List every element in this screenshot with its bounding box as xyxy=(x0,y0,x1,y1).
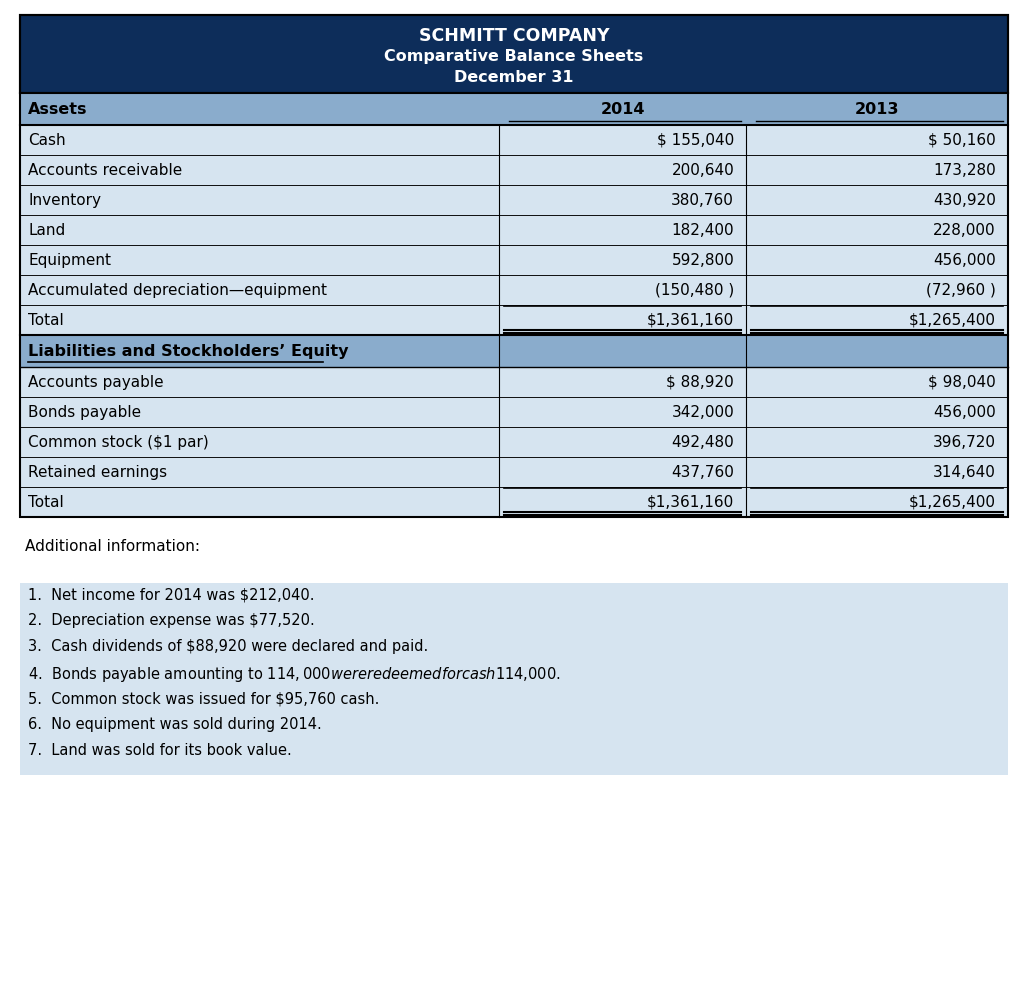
Text: 396,720: 396,720 xyxy=(933,434,996,450)
Bar xyxy=(20,427,1008,457)
Bar xyxy=(20,15,1008,93)
Text: Accounts receivable: Accounts receivable xyxy=(28,162,182,178)
Text: $1,265,400: $1,265,400 xyxy=(909,312,996,328)
Text: 173,280: 173,280 xyxy=(933,162,996,178)
Bar xyxy=(20,215,1008,245)
Text: 342,000: 342,000 xyxy=(671,405,734,419)
Text: 3.  Cash dividends of $88,920 were declared and paid.: 3. Cash dividends of $88,920 were declar… xyxy=(28,639,429,654)
Text: 5.  Common stock was issued for $95,760 cash.: 5. Common stock was issued for $95,760 c… xyxy=(28,691,379,706)
Bar xyxy=(20,487,1008,517)
Text: 182,400: 182,400 xyxy=(671,223,734,238)
Text: (72,960 ): (72,960 ) xyxy=(926,283,996,298)
Text: 380,760: 380,760 xyxy=(671,192,734,207)
Text: Accumulated depreciation—equipment: Accumulated depreciation—equipment xyxy=(28,283,327,298)
Text: Comparative Balance Sheets: Comparative Balance Sheets xyxy=(384,49,644,64)
Bar xyxy=(20,125,1008,155)
Bar xyxy=(20,457,1008,487)
Text: 592,800: 592,800 xyxy=(671,252,734,267)
Text: 7.  Land was sold for its book value.: 7. Land was sold for its book value. xyxy=(28,743,292,758)
Text: (150,480 ): (150,480 ) xyxy=(655,283,734,298)
Bar xyxy=(20,397,1008,427)
Text: 314,640: 314,640 xyxy=(933,464,996,479)
Bar xyxy=(20,335,1008,367)
Text: Assets: Assets xyxy=(28,101,87,117)
Text: 2014: 2014 xyxy=(600,101,645,117)
Text: $1,361,160: $1,361,160 xyxy=(647,495,734,510)
Bar xyxy=(20,15,1008,517)
Text: Total: Total xyxy=(28,312,64,328)
Text: Additional information:: Additional information: xyxy=(25,539,200,554)
Text: 456,000: 456,000 xyxy=(933,405,996,419)
Text: 4.  Bonds payable amounting to $114,000 were redeemed for cash $114,000.: 4. Bonds payable amounting to $114,000 w… xyxy=(28,665,560,684)
Text: 456,000: 456,000 xyxy=(933,252,996,267)
Text: 228,000: 228,000 xyxy=(933,223,996,238)
Text: 1.  Net income for 2014 was $212,040.: 1. Net income for 2014 was $212,040. xyxy=(28,587,315,602)
Bar xyxy=(20,185,1008,215)
Text: 492,480: 492,480 xyxy=(671,434,734,450)
Text: Common stock ($1 par): Common stock ($1 par) xyxy=(28,434,209,450)
Bar xyxy=(20,275,1008,305)
Text: Cash: Cash xyxy=(28,133,66,147)
Text: Land: Land xyxy=(28,223,65,238)
Bar xyxy=(20,245,1008,275)
Bar xyxy=(20,305,1008,335)
Text: $1,361,160: $1,361,160 xyxy=(647,312,734,328)
Bar xyxy=(20,583,1008,775)
Text: Liabilities and Stockholders’ Equity: Liabilities and Stockholders’ Equity xyxy=(28,344,348,358)
Text: SCHMITT COMPANY: SCHMITT COMPANY xyxy=(418,27,610,45)
Bar xyxy=(20,93,1008,125)
Text: $1,265,400: $1,265,400 xyxy=(909,495,996,510)
Text: $ 50,160: $ 50,160 xyxy=(928,133,996,147)
Text: 200,640: 200,640 xyxy=(671,162,734,178)
Text: Bonds payable: Bonds payable xyxy=(28,405,141,419)
Text: Retained earnings: Retained earnings xyxy=(28,464,168,479)
Text: $ 155,040: $ 155,040 xyxy=(657,133,734,147)
Text: Inventory: Inventory xyxy=(28,192,101,207)
Text: Equipment: Equipment xyxy=(28,252,111,267)
Text: $ 88,920: $ 88,920 xyxy=(666,374,734,390)
Text: 437,760: 437,760 xyxy=(671,464,734,479)
Text: Accounts payable: Accounts payable xyxy=(28,374,163,390)
Text: 6.  No equipment was sold during 2014.: 6. No equipment was sold during 2014. xyxy=(28,717,322,732)
Text: Total: Total xyxy=(28,495,64,510)
Text: 430,920: 430,920 xyxy=(933,192,996,207)
Text: 2.  Depreciation expense was $77,520.: 2. Depreciation expense was $77,520. xyxy=(28,613,315,628)
Text: 2013: 2013 xyxy=(855,101,900,117)
Text: $ 98,040: $ 98,040 xyxy=(928,374,996,390)
Bar xyxy=(20,155,1008,185)
Bar xyxy=(20,367,1008,397)
Text: December 31: December 31 xyxy=(454,70,574,84)
